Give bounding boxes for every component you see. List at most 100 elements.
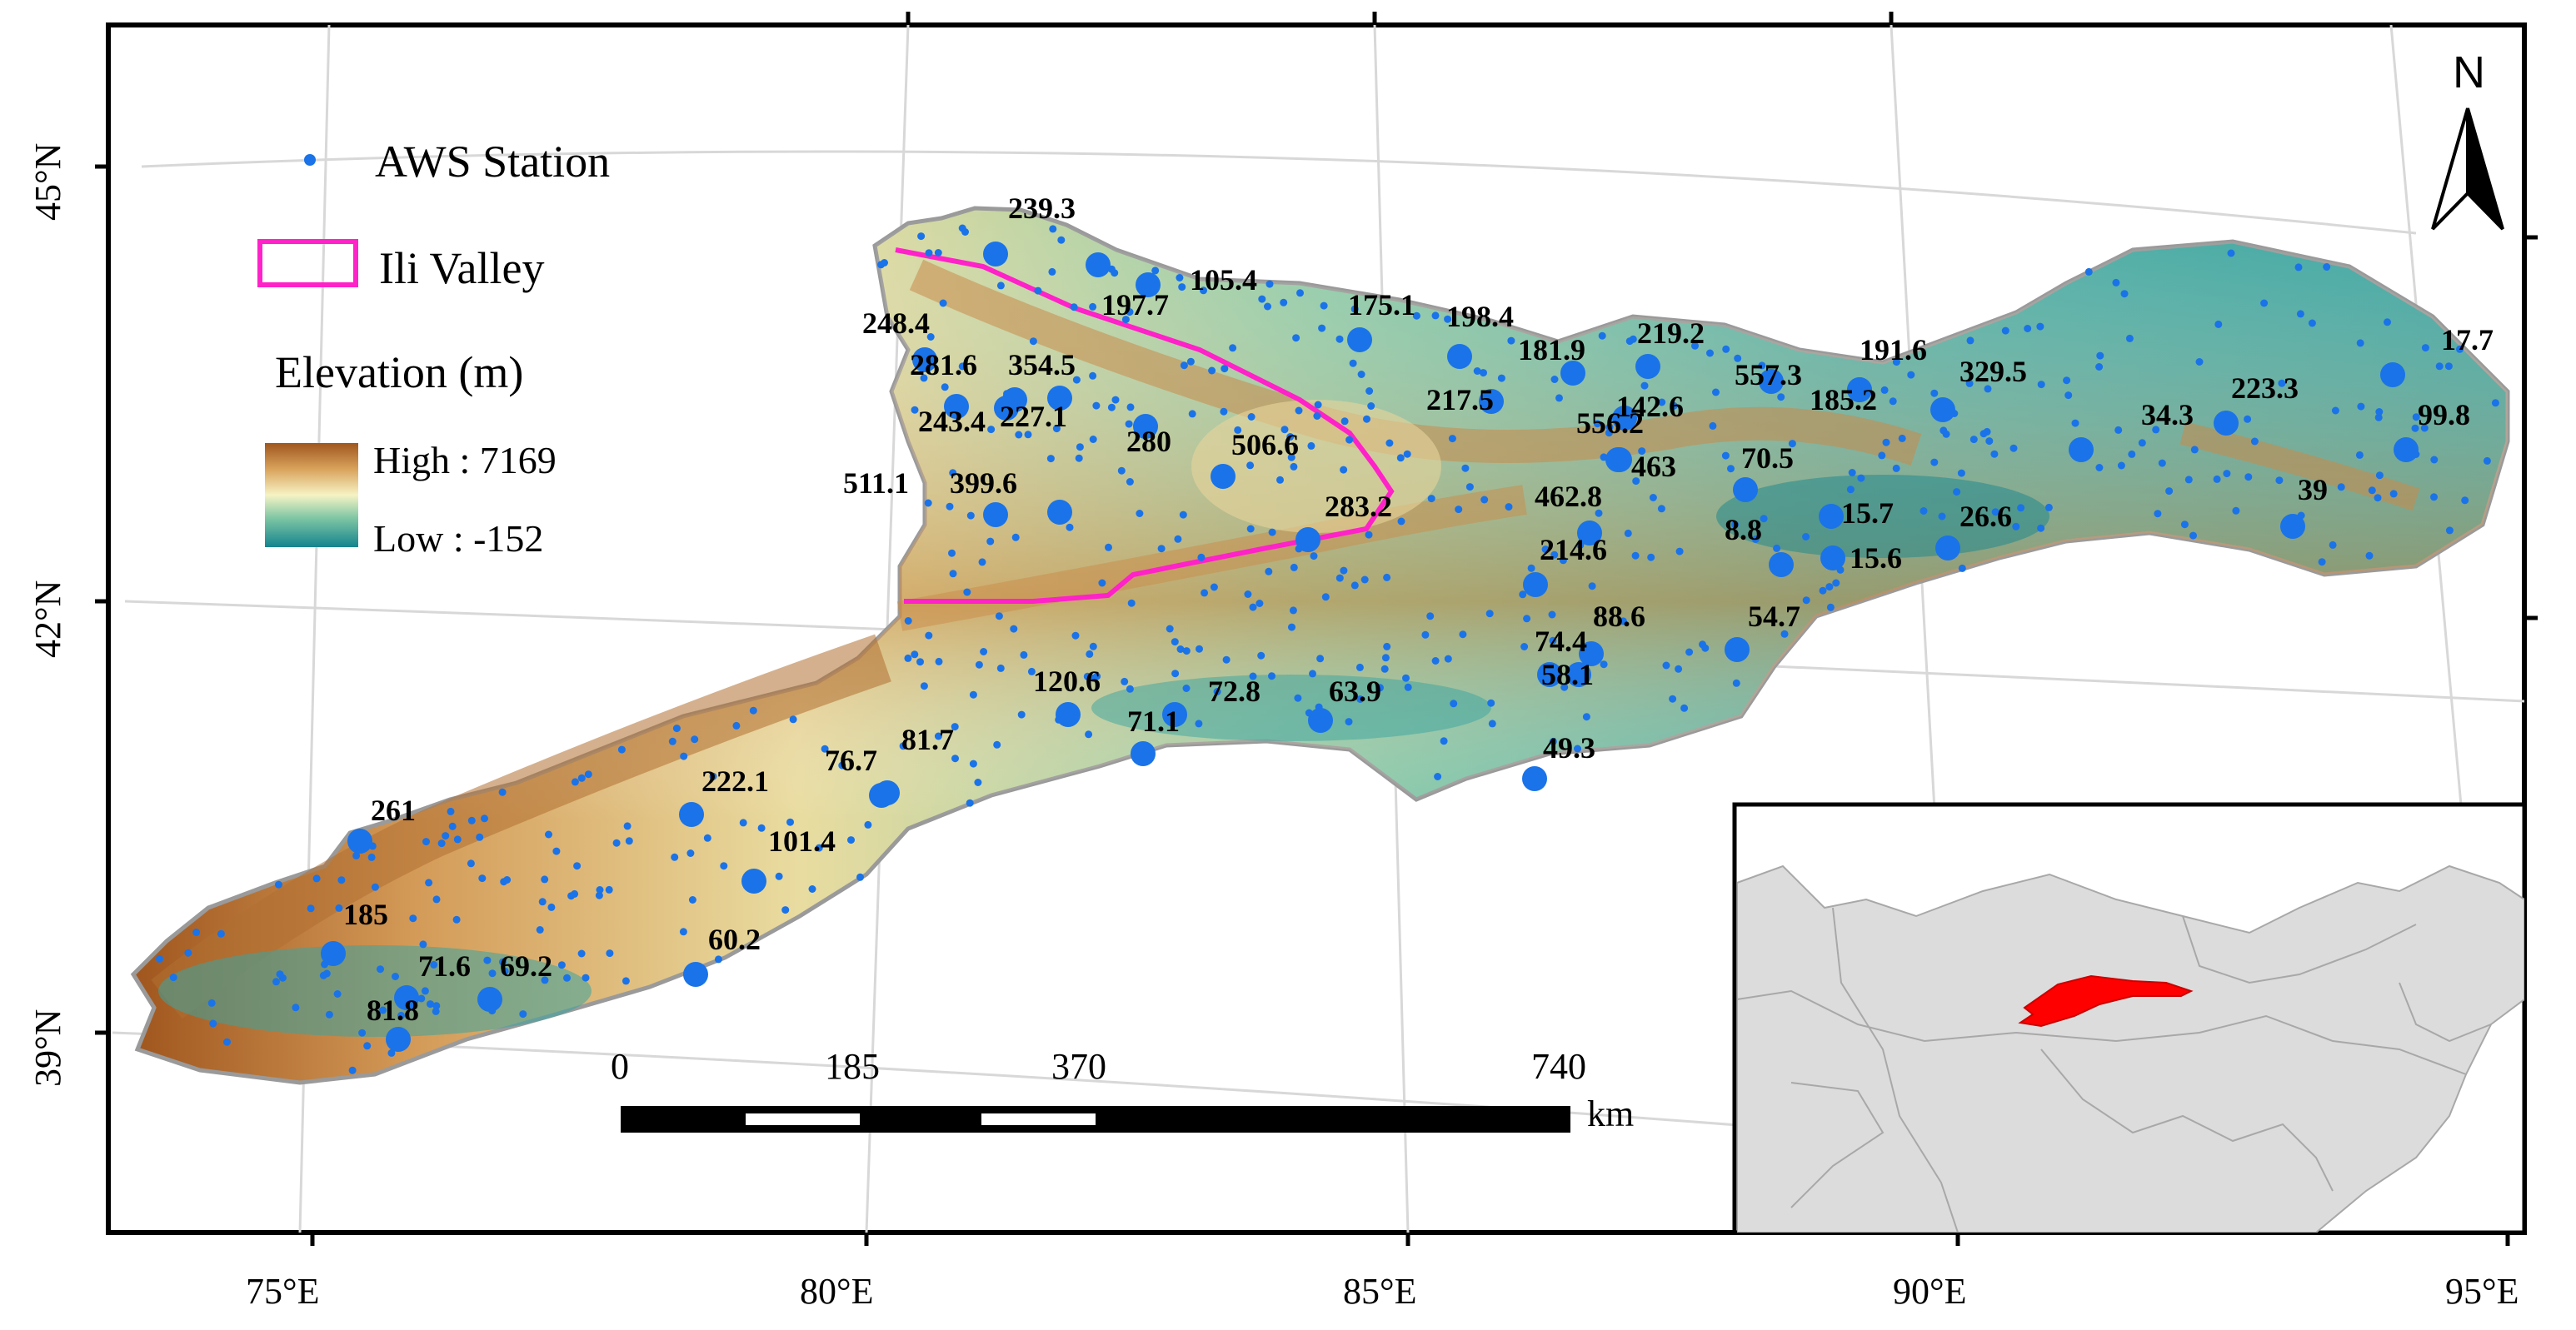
precip-value-label: 120.6 [1033, 665, 1101, 698]
station-dot [911, 406, 919, 414]
station-dot [1991, 508, 1999, 516]
station-dot [421, 987, 429, 995]
station-dot [1176, 645, 1185, 653]
station-dot [397, 1011, 405, 1019]
station-dot [680, 752, 688, 760]
station-dot [2368, 486, 2376, 495]
station-dot [904, 654, 912, 662]
station-dot [1969, 436, 1978, 444]
station-dot [1450, 700, 1458, 708]
scale-tick-370: 370 [1051, 1046, 1106, 1087]
station-dot [934, 249, 942, 257]
station-dot [946, 502, 954, 511]
station-dot [1085, 730, 1093, 739]
station-dot [422, 838, 430, 846]
precip-value-label: 49.3 [1543, 731, 1595, 765]
station-dot [1826, 603, 1835, 611]
station-dot [1286, 433, 1295, 441]
station-marker [394, 985, 419, 1010]
station-dot [924, 499, 932, 507]
station-dot [409, 914, 417, 923]
station-marker [1560, 361, 1585, 386]
station-dot [1620, 617, 1627, 625]
station-dot [1345, 436, 1354, 444]
station-dot [1213, 688, 1221, 695]
station-dot [881, 259, 888, 266]
station-dot [498, 788, 507, 796]
frame-ticks [95, 12, 2538, 1246]
station-dot [2308, 319, 2316, 327]
station-dot [448, 822, 457, 830]
station-dot [584, 770, 592, 779]
station-dot [1257, 651, 1266, 660]
station-marker [1047, 386, 1072, 411]
station-dot [1287, 453, 1295, 461]
station-dot [1675, 547, 1684, 555]
station-dot [2125, 334, 2134, 342]
station-dot [1953, 488, 1961, 496]
station-dot [1878, 451, 1886, 460]
station-legend-symbol [304, 154, 316, 166]
station-dot [1356, 695, 1365, 703]
north-arrow-letter: N [2453, 47, 2485, 97]
station-marker [994, 396, 1019, 421]
precip-value-label: 214.6 [1540, 533, 1607, 566]
station-dot [292, 1004, 300, 1012]
station-dot [307, 904, 315, 913]
station-dot [2444, 362, 2453, 371]
station-dot [1957, 469, 1965, 477]
station-marker [2069, 437, 2094, 462]
station-dot [452, 915, 461, 924]
station-dot [209, 1019, 217, 1028]
station-dot [2017, 504, 2025, 512]
precip-value-label: 71.1 [1127, 705, 1180, 738]
station-dot [1046, 455, 1055, 463]
station-dot [207, 999, 216, 1007]
station-dot [1098, 579, 1106, 587]
station-marker [983, 242, 1008, 266]
station-dot [1930, 458, 1939, 466]
station-dot [2158, 459, 2166, 467]
station-markers [321, 242, 2419, 1052]
precip-value-label: 181.9 [1518, 333, 1585, 366]
scale-tick-740: 740 [1531, 1046, 1586, 1087]
station-marker [1162, 702, 1187, 727]
station-dot [941, 383, 949, 391]
station-dot [1846, 486, 1855, 494]
station-dot [920, 682, 928, 690]
station-dot [2331, 406, 2339, 415]
station-dot [986, 537, 995, 545]
station-dot [1126, 685, 1134, 693]
station-dot [1107, 403, 1116, 411]
station-dot [478, 874, 487, 883]
station-dot [319, 971, 327, 979]
station-dot [1832, 579, 1840, 587]
station-dot [1089, 436, 1097, 443]
station-dot [679, 928, 687, 936]
station-dot [1180, 361, 1188, 370]
lon-label-75: 75°E [246, 1271, 319, 1312]
station-dot [1731, 521, 1740, 529]
station-dot [2227, 249, 2235, 257]
station-marker [1566, 662, 1591, 687]
station-dot [1057, 236, 1066, 244]
precip-value-label: 219.2 [1637, 316, 1705, 350]
station-dot [1105, 543, 1112, 551]
station-dot [951, 755, 959, 763]
station-dot [2152, 426, 2160, 434]
station-dot [1939, 426, 1948, 435]
station-dot [437, 839, 446, 848]
station-dot [1675, 665, 1683, 673]
station-dot [379, 1006, 387, 1014]
station-dot [2294, 263, 2303, 271]
precip-value-label: 185 [343, 898, 388, 931]
station-dot [1313, 412, 1321, 420]
precip-value-label: 239.3 [1008, 192, 1076, 225]
station-dot [1182, 647, 1191, 655]
station-dot [1574, 745, 1581, 753]
station-marker [347, 829, 372, 854]
station-dot [1070, 303, 1078, 311]
station-dot [1247, 413, 1256, 421]
station-dot [1527, 564, 1535, 572]
station-dot [625, 837, 633, 845]
